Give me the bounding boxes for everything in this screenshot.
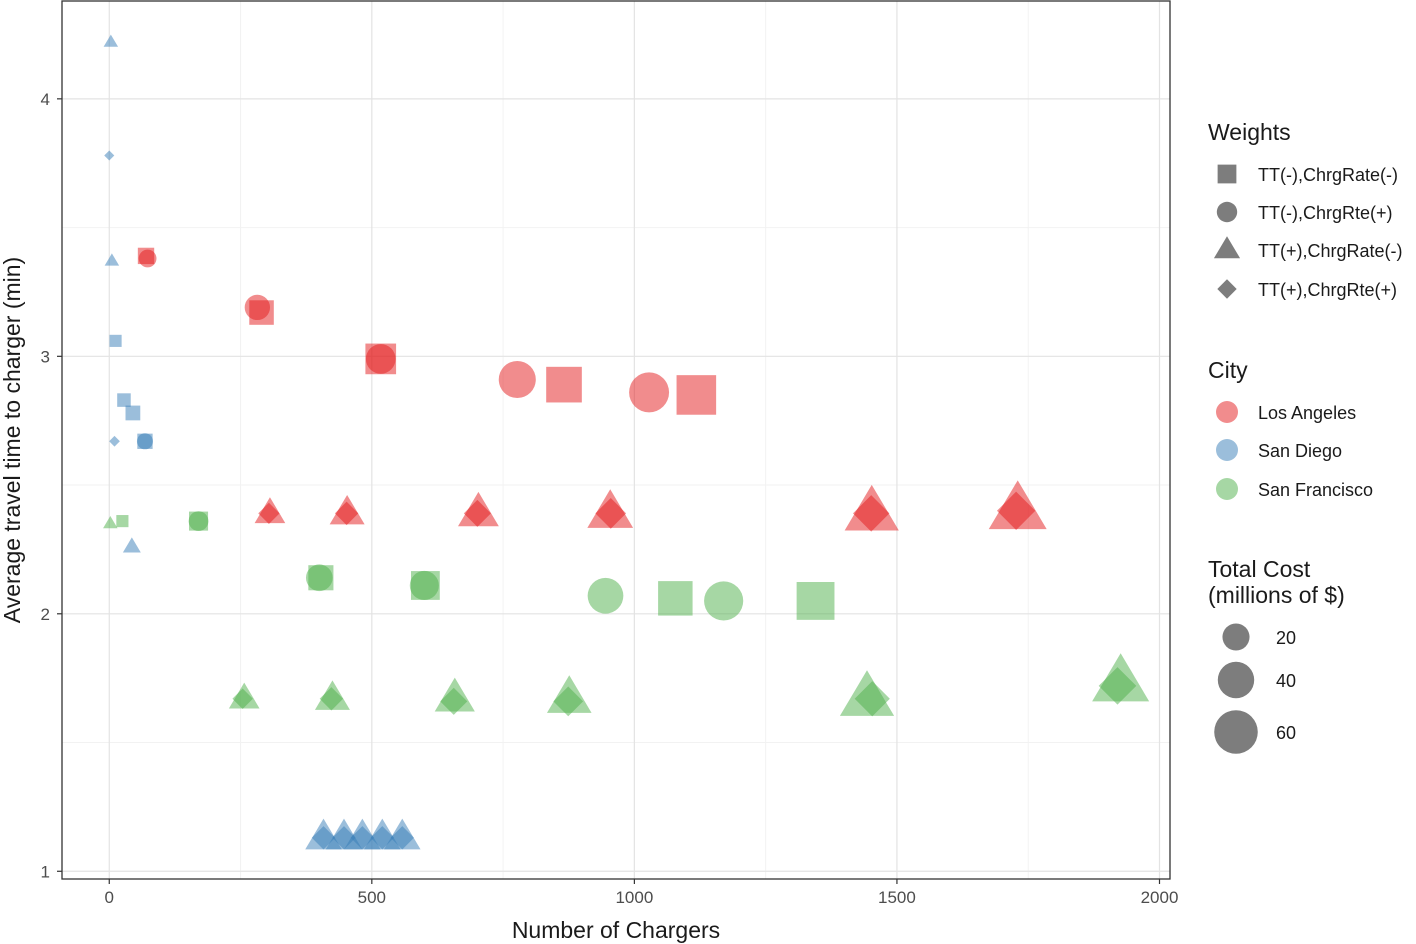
data-point-san-francisco-square: [658, 581, 693, 616]
legend-label-cost: 20: [1276, 628, 1296, 648]
legend-title-city: City: [1208, 357, 1248, 383]
legend-key-city: [1216, 439, 1238, 461]
legend-label-weight: TT(+),ChrgRate(-): [1258, 241, 1403, 261]
data-point-san-diego-diamond: [104, 150, 115, 161]
data-point-los-angeles-circle: [629, 372, 670, 413]
data-point-los-angeles-circle: [138, 249, 157, 268]
data-point-los-angeles-diamond: [996, 491, 1036, 530]
x-tick-label: 500: [358, 888, 386, 907]
data-point-san-francisco-circle: [409, 570, 439, 601]
legend-key-city: [1216, 401, 1238, 423]
y-tick-label: 3: [41, 347, 50, 366]
data-point-san-francisco-square: [116, 515, 129, 528]
legend-key-square: [1217, 164, 1237, 184]
y-tick-label: 1: [41, 862, 50, 881]
data-point-san-diego-square: [109, 334, 122, 347]
legend-label-weight: TT(+),ChrgRte(+): [1258, 280, 1397, 300]
data-point-los-angeles-circle: [244, 294, 271, 321]
legend-label-weight: TT(-),ChrgRte(+): [1258, 203, 1393, 223]
legend-key-circle: [1216, 201, 1238, 223]
data-point-san-diego-circle: [136, 433, 153, 450]
legend-label-city: San Francisco: [1258, 480, 1373, 500]
data-point-los-angeles-diamond: [258, 502, 280, 525]
x-axis-title: Number of Chargers: [512, 917, 720, 943]
legend-key-cost: [1214, 710, 1258, 754]
legend-label-cost: 40: [1276, 671, 1296, 691]
legend-key-cost: [1217, 661, 1255, 699]
data-point-los-angeles-circle: [365, 344, 396, 374]
data-point-san-francisco-diamond: [553, 686, 584, 717]
data-point-san-diego-diamond: [311, 826, 336, 850]
data-point-san-francisco-circle: [704, 581, 744, 621]
legend-label-cost: 60: [1276, 723, 1296, 743]
legend-label-weight: TT(-),ChrgRate(-): [1258, 165, 1398, 185]
data-point-san-diego-square: [125, 405, 141, 421]
data-point-san-diego-triangle: [103, 34, 119, 47]
data-point-los-angeles-diamond: [853, 495, 890, 532]
y-tick-label: 2: [41, 605, 50, 624]
data-point-san-francisco-circle: [587, 577, 624, 614]
data-point-san-francisco-diamond: [232, 688, 253, 710]
legend-key-city: [1216, 478, 1238, 500]
legend-label-city: San Diego: [1258, 441, 1342, 461]
data-point-san-francisco-diamond: [1098, 667, 1137, 705]
x-tick-label: 1500: [878, 888, 916, 907]
legend-key-diamond: [1217, 279, 1237, 299]
legend-key-cost: [1222, 623, 1250, 651]
data-point-los-angeles-diamond: [595, 498, 627, 529]
data-point-san-francisco-circle: [188, 511, 209, 532]
data-point-san-francisco-diamond: [319, 687, 344, 711]
y-tick-label: 4: [41, 90, 50, 109]
data-point-san-francisco-diamond: [440, 687, 468, 715]
legend-title-cost: Total Cost: [1208, 556, 1311, 582]
data-point-los-angeles-diamond: [463, 499, 491, 527]
data-point-san-francisco-triangle: [103, 516, 118, 529]
legend-title-cost-unit: (millions of $): [1208, 582, 1345, 608]
x-tick-label: 0: [105, 888, 114, 907]
data-point-los-angeles-square: [676, 375, 717, 415]
data-point-los-angeles-square: [546, 366, 582, 403]
plot-panel-border: [61, 0, 1171, 880]
data-point-san-diego-triangle: [122, 537, 141, 553]
legend-title-weights: Weights: [1208, 119, 1291, 145]
data-point-san-francisco-circle: [305, 564, 333, 592]
data-point-san-francisco-square: [796, 582, 835, 620]
y-axis-title: Average travel time to charger (min): [0, 257, 25, 623]
x-tick-label: 1000: [615, 888, 653, 907]
data-point-san-diego-diamond: [390, 826, 414, 850]
legend: Weights TT(-),ChrgRate(-) TT(-),ChrgRte(+)…: [1208, 119, 1403, 754]
legend-key-triangle: [1213, 236, 1241, 259]
grid-layer: [62, 1, 1170, 879]
points-layer: [103, 34, 1150, 850]
data-point-san-francisco-diamond: [854, 681, 890, 717]
data-point-san-diego-diamond: [350, 826, 375, 850]
data-point-san-diego-diamond: [109, 435, 120, 447]
data-point-los-angeles-diamond: [334, 501, 359, 526]
x-tick-label: 2000: [1141, 888, 1179, 907]
axis-layer: 0 500 1000 1500 2000 1 2 3 4: [41, 90, 1179, 907]
data-point-san-diego-square: [117, 393, 131, 407]
data-point-san-diego-triangle: [104, 253, 120, 266]
legend-label-city: Los Angeles: [1258, 403, 1356, 423]
data-point-los-angeles-circle: [498, 360, 536, 399]
